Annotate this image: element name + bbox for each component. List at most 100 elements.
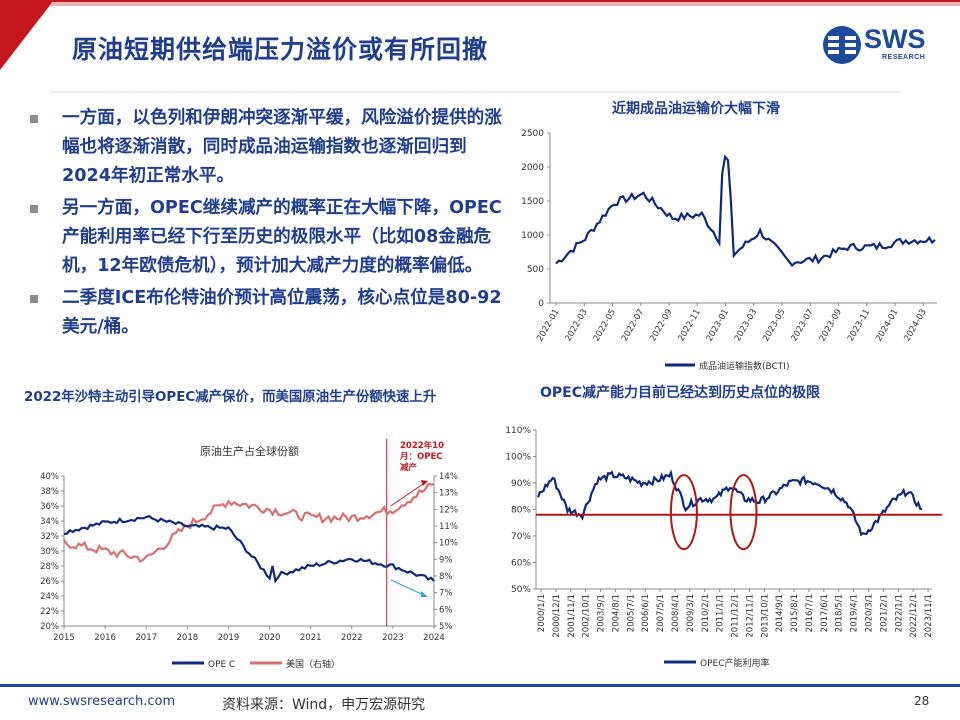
crisis-2012-highlight-ellipse (729, 474, 758, 551)
util-x-tick-label: 2020/3/1 (865, 594, 875, 632)
util-chart-title: OPEC减产能力目前已经达到历史点位的极限 (540, 385, 820, 401)
share-legend-opec-label: OPE C (208, 660, 235, 670)
share-left-tick-label: 22% (40, 607, 59, 617)
util-x-tick-label: 2014/9/1 (775, 594, 785, 632)
share-right-tick-label: 9% (439, 555, 453, 565)
util-x-tick-label: 2005/7/1 (626, 594, 636, 632)
bcti-x-tick-label: 2022-09 (648, 308, 674, 344)
bullet-square-icon (30, 205, 38, 213)
footer-divider (0, 684, 960, 687)
logo-subtext: RESEARCH (882, 54, 926, 61)
bcti-x-tick-label: 2024-01 (874, 308, 900, 344)
bcti-y-tick-label: 1500 (521, 197, 544, 207)
share-left-tick-label: 36% (40, 502, 59, 512)
bcti-x-tick-label: 2023-09 (818, 308, 844, 344)
util-x-tick-label: 2009/3/1 (686, 594, 696, 632)
util-x-tick-label: 2002/10/1 (582, 594, 592, 638)
share-x-tick-label: 2016 (94, 633, 116, 643)
util-x-tick-label: 2001/11/1 (567, 594, 577, 638)
share-left-tick-label: 34% (40, 517, 59, 527)
util-x-tick-label: 2019/4/1 (850, 594, 860, 632)
bullet-text: 二季度ICE布伦特油价预计高位震荡，核心点位是80-92美元/桶。 (62, 288, 502, 337)
bcti-legend-label: 成品油运输指数(BCTI) (699, 360, 789, 372)
util-x-tick-label: 2022/1/1 (894, 594, 904, 632)
share-x-tick-label: 2023 (382, 633, 404, 643)
bcti-y-tick-label: 0 (538, 299, 544, 309)
bcti-y-tick-label: 500 (527, 265, 544, 275)
crisis-2008-highlight-ellipse (669, 474, 698, 551)
bullet-square-icon (30, 295, 38, 303)
share-opec-series-line (64, 514, 435, 584)
util-y-tick-label: 60% (511, 559, 531, 569)
footer-source: 资料来源：Wind，申万宏源研究 (222, 697, 426, 713)
bcti-x-tick-label: 2023-01 (705, 308, 731, 344)
bullet-text: 一方面，以色列和伊朗冲突逐渐平缓，风险溢价提供的涨幅也将逐渐消散，同时成品油运输… (62, 108, 502, 186)
share-right-tick-label: 12% (439, 505, 458, 515)
util-y-tick-label: 70% (511, 532, 531, 542)
header-decoration (0, 0, 960, 93)
opec-cut-annotation-line3: 减产 (400, 462, 418, 473)
util-x-tick-label: 2008/4/1 (671, 594, 681, 632)
bcti-x-tick-label: 2023-07 (789, 308, 815, 344)
util-y-tick-label: 50% (511, 585, 531, 595)
footer-url-link[interactable]: www.swsresearch.com (28, 694, 176, 709)
util-y-tick-label: 110% (505, 426, 531, 436)
bcti-x-tick-label: 2022-05 (592, 308, 618, 344)
share-left-tick-label: 30% (40, 547, 59, 557)
share-right-tick-label: 11% (439, 522, 458, 532)
util-x-tick-label: 2023/11/1 (924, 594, 934, 638)
share-right-tick-label: 6% (439, 605, 453, 615)
share-x-tick-label: 2019 (218, 633, 240, 643)
us-trend-arrowhead (421, 480, 428, 486)
share-left-tick-label: 26% (40, 577, 59, 587)
share-us-series-line (63, 483, 435, 564)
util-x-tick-label: 2021/2/1 (879, 594, 889, 632)
bullet-item: 一方面，以色列和伊朗冲突逐渐平缓，风险溢价提供的涨幅也将逐渐消散，同时成品油运输… (28, 104, 504, 191)
share-left-tick-label: 38% (40, 487, 59, 497)
bullet-square-icon (30, 115, 38, 123)
bcti-x-tick-label: 2023-05 (761, 308, 787, 344)
util-x-tick-label: 2010/2/1 (701, 594, 711, 632)
bcti-x-tick-label: 2022-01 (535, 308, 561, 344)
util-x-tick-label: 2000/12/1 (552, 594, 562, 638)
util-x-tick-label: 2000/1/1 (537, 594, 547, 632)
opec-trend-arrow (390, 579, 427, 597)
page-number: 28 (914, 694, 930, 708)
bcti-x-tick-label: 2023-11 (846, 308, 872, 344)
util-x-tick-label: 2003/9/1 (597, 594, 607, 632)
bcti-series-line (555, 154, 936, 267)
bcti-x-tick-label: 2023-03 (733, 308, 759, 344)
util-x-tick-label: 2006/6/1 (641, 594, 651, 632)
share-right-tick-label: 8% (439, 572, 453, 582)
util-x-tick-label: 2004/8/1 (611, 594, 621, 632)
bcti-y-tick-label: 2500 (521, 129, 544, 139)
opec-trend-arrowhead (421, 591, 428, 597)
opec-cut-annotation-line1: 2022年10 (400, 440, 444, 451)
util-y-tick-label: 100% (505, 453, 531, 463)
share-left-tick-label: 24% (40, 592, 59, 602)
bcti-y-tick-label: 1000 (521, 231, 544, 241)
util-x-tick-label: 2011/1/1 (716, 594, 726, 632)
util-x-tick-label: 2022/12/1 (909, 594, 919, 638)
share-right-tick-label: 14% (439, 472, 458, 482)
bullet-text: 另一方面，OPEC继续减产的概率正在大幅下降，OPEC产能利用率已经下行至历史的… (62, 198, 502, 276)
share-right-tick-label: 13% (439, 489, 458, 499)
us-trend-arrow (390, 481, 427, 507)
share-left-tick-label: 20% (40, 622, 59, 632)
share-inner-title: 原油生产占全球份额 (200, 444, 299, 458)
bcti-x-tick-label: 2022-03 (563, 308, 589, 344)
bcti-chart-title: 近期成品油运输价大幅下滑 (612, 101, 780, 117)
share-chart: 20% 22% 24% 26% 28% 30% 32% 34% 36% 38% 40% 5% 6% 7% 8… (40, 439, 458, 670)
util-x-tick-label: 2007/5/1 (656, 594, 666, 632)
share-x-tick-label: 2020 (259, 633, 281, 643)
util-x-tick-label: 2018/5/1 (835, 594, 845, 632)
util-x-tick-label: 2012/11/1 (745, 594, 755, 638)
share-left-tick-label: 28% (40, 562, 59, 572)
bcti-x-tick-label: 2022-07 (620, 308, 646, 344)
share-left-tick-label: 32% (40, 532, 59, 542)
bullet-item: 另一方面，OPEC继续减产的概率正在大幅下降，OPEC产能利用率已经下行至历史的… (28, 194, 504, 281)
share-right-tick-label: 10% (439, 539, 458, 549)
util-chart: 50% 60% 70% 80% 90% 100% 110% 2000/1/1 2000/12/1… (505, 426, 942, 669)
share-x-tick-label: 2018 (177, 633, 199, 643)
